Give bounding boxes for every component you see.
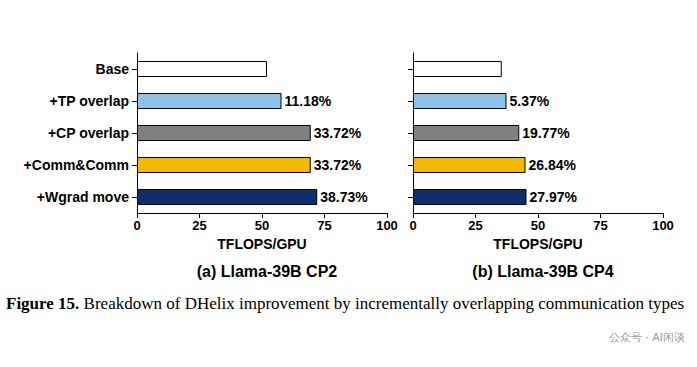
svg-text:+Comm&Comm: +Comm&Comm xyxy=(24,157,129,173)
svg-text:(a) Llama-39B CP2: (a) Llama-39B CP2 xyxy=(197,263,338,280)
html-text:+Comm&Comm: +Comm&Comm xyxy=(292,25,398,42)
svg-text:38.73%: 38.73% xyxy=(320,189,368,205)
svg-text:0: 0 xyxy=(409,218,416,233)
html-text:+Wgrad move: +Wgrad move xyxy=(444,4,537,21)
svg-text:50: 50 xyxy=(255,218,269,233)
svg-text:100: 100 xyxy=(652,218,674,233)
svg-text:75: 75 xyxy=(317,218,331,233)
html-text:+CP overlap: +CP overlap xyxy=(292,4,374,21)
svg-text:TFLOPS/GPU: TFLOPS/GPU xyxy=(493,236,582,252)
svg-text:100: 100 xyxy=(376,218,398,233)
html-text:Base: Base xyxy=(140,4,174,21)
svg-text:TFLOPS/GPU: TFLOPS/GPU xyxy=(217,236,306,252)
svg-text:5.37%: 5.37% xyxy=(510,93,550,109)
svg-text:(b) Llama-39B CP4: (b) Llama-39B CP4 xyxy=(472,263,613,280)
svg-text:75: 75 xyxy=(593,218,607,233)
svg-text:Base: Base xyxy=(96,61,130,77)
svg-text:25: 25 xyxy=(192,218,206,233)
svg-text:+TP overlap: +TP overlap xyxy=(49,93,129,109)
svg-text:0: 0 xyxy=(133,218,140,233)
svg-text:25: 25 xyxy=(468,218,482,233)
html-text:+TP overlap: +TP overlap xyxy=(140,25,220,42)
svg-text:27.97%: 27.97% xyxy=(530,189,578,205)
svg-text:+CP overlap: +CP overlap xyxy=(48,125,129,141)
svg-text:33.72%: 33.72% xyxy=(314,157,362,173)
svg-text:26.84%: 26.84% xyxy=(529,157,577,173)
svg-text:11.18%: 11.18% xyxy=(285,93,332,109)
svg-text:33.72%: 33.72% xyxy=(314,125,362,141)
html-text:公众号 · AI闲谈: 公众号 · AI闲谈 xyxy=(608,331,685,344)
svg-text:50: 50 xyxy=(531,218,545,233)
svg-text:19.77%: 19.77% xyxy=(522,125,570,141)
html-text:Figure 15. Breakdown of DHelix: Figure 15. Breakdown of DHelix improveme… xyxy=(6,294,685,313)
svg-text:+Wgrad move: +Wgrad move xyxy=(37,189,129,205)
